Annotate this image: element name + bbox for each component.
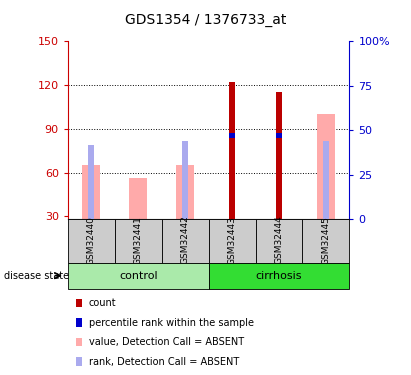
Bar xyxy=(209,219,256,262)
Text: value, Detection Call = ABSENT: value, Detection Call = ABSENT xyxy=(88,337,244,347)
Bar xyxy=(129,178,147,219)
Bar xyxy=(68,262,209,289)
Text: count: count xyxy=(88,298,116,308)
Text: GSM32445: GSM32445 xyxy=(321,216,330,264)
Text: disease state: disease state xyxy=(4,271,69,280)
Bar xyxy=(82,165,100,219)
Text: control: control xyxy=(119,271,157,280)
Bar xyxy=(229,82,235,219)
Text: GSM32441: GSM32441 xyxy=(134,216,143,264)
Bar xyxy=(176,165,194,219)
Text: GSM32442: GSM32442 xyxy=(180,216,189,264)
Text: percentile rank within the sample: percentile rank within the sample xyxy=(88,318,254,327)
Bar xyxy=(229,134,235,138)
Text: rank, Detection Call = ABSENT: rank, Detection Call = ABSENT xyxy=(88,357,239,366)
Bar xyxy=(276,134,282,138)
Bar xyxy=(182,141,188,219)
Text: GSM32440: GSM32440 xyxy=(87,216,96,264)
Text: cirrhosis: cirrhosis xyxy=(256,271,302,280)
Bar xyxy=(209,262,349,289)
Bar xyxy=(68,219,115,262)
Bar xyxy=(162,219,209,262)
Bar xyxy=(115,219,162,262)
Bar xyxy=(317,114,335,219)
Bar xyxy=(276,92,282,219)
Bar xyxy=(323,141,329,219)
Bar xyxy=(302,219,349,262)
Text: GSM32444: GSM32444 xyxy=(275,216,284,264)
Bar xyxy=(88,145,94,219)
Text: GDS1354 / 1376733_at: GDS1354 / 1376733_at xyxy=(125,13,286,27)
Text: GSM32443: GSM32443 xyxy=(228,216,237,264)
Bar xyxy=(256,219,302,262)
